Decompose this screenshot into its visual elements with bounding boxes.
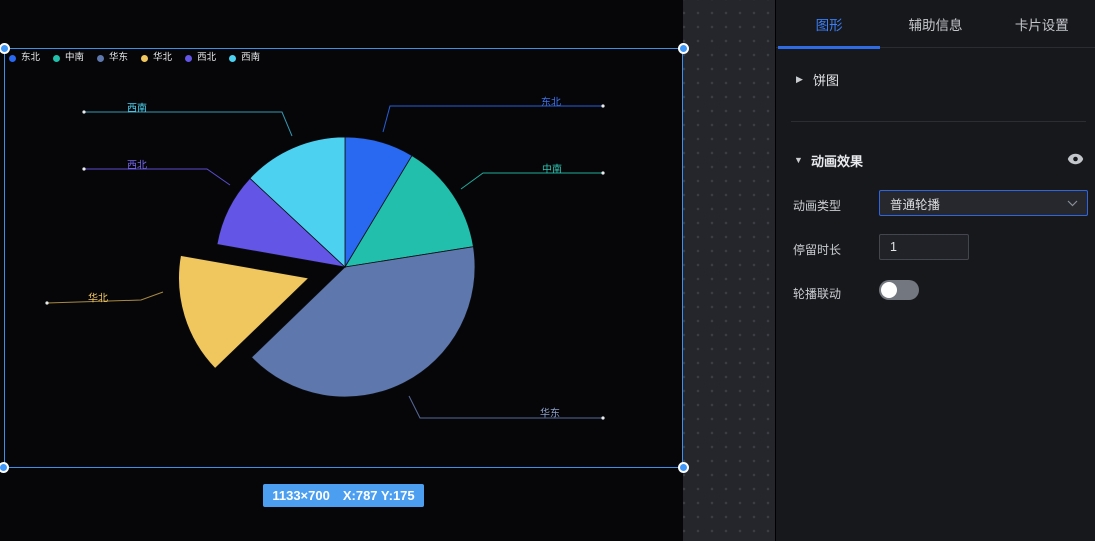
section-pie-collapsed[interactable]: ▶ 饼图 — [776, 66, 1095, 92]
callout-endpoint-dot — [601, 416, 605, 420]
stay-duration-input[interactable]: 1 — [879, 234, 969, 260]
collapse-arrow-icon: ▶ — [796, 73, 803, 84]
callout-label-dongbei: 东北 — [541, 96, 561, 109]
stay-duration-value: 1 — [890, 240, 897, 254]
legend-dot — [141, 54, 149, 62]
tab-label: 卡片设置 — [1014, 17, 1069, 33]
chart-legend: 东北 中南 华东 华北 西北 西南 — [9, 52, 260, 64]
callout-endpoint-dot — [601, 104, 605, 108]
resize-handle-bottom-left[interactable] — [0, 462, 9, 473]
carousel-linkage-label: 轮播联动 — [793, 287, 842, 301]
dashboard-canvas[interactable]: 东北 中南 华东 华北 西北 西南 东北 中南 华东 华北 西北 西南 — [0, 0, 683, 541]
callout-endpoint-dot — [82, 110, 86, 114]
legend-label: 西南 — [241, 52, 261, 63]
tab-card-settings[interactable]: 卡片设置 — [989, 0, 1095, 47]
carousel-linkage-toggle[interactable] — [879, 280, 919, 300]
legend-item-huadong[interactable]: 华东 — [97, 52, 128, 64]
pie-slice-xinan[interactable] — [249, 136, 346, 268]
legend-dot — [185, 54, 193, 62]
size-position-badge: 1133×700 X:787 Y:175 — [263, 484, 424, 507]
callout-label-zhongnan: 中南 — [542, 163, 562, 176]
legend-dot — [53, 54, 61, 62]
editor-workspace[interactable] — [683, 0, 775, 541]
resize-handle-top-left[interactable] — [0, 43, 10, 54]
callout-line-zhongnan — [460, 172, 603, 190]
legend-label: 华东 — [109, 52, 129, 63]
callout-line-xibei — [84, 168, 231, 186]
settings-panel: 图形 辅助信息 卡片设置 ▶ 饼图 ▼ 动画效果 动画类型 普通轮播 — [775, 0, 1095, 541]
resize-handle-bottom-right[interactable] — [678, 462, 689, 473]
legend-item-xibei[interactable]: 西北 — [185, 52, 216, 64]
callout-line-huabei — [46, 291, 164, 304]
tab-graphic[interactable]: 图形 — [776, 0, 882, 49]
callout-label-xinan: 西南 — [127, 102, 147, 115]
expand-arrow-icon: ▼ — [794, 155, 803, 165]
tab-auxiliary-info[interactable]: 辅助信息 — [882, 0, 988, 47]
legend-dot — [9, 54, 16, 62]
callout-label-huabei: 华北 — [88, 292, 108, 305]
callout-endpoint-dot — [45, 301, 49, 305]
legend-label: 东北 — [21, 52, 41, 63]
tab-label: 辅助信息 — [908, 17, 963, 33]
chevron-down-icon — [1067, 200, 1078, 207]
callout-label-xibei: 西北 — [127, 160, 147, 172]
legend-label: 华北 — [153, 52, 173, 63]
animation-type-value: 普通轮播 — [890, 197, 941, 212]
tab-label: 图形 — [815, 17, 843, 33]
section-animation-title: 动画效果 — [811, 153, 864, 169]
card-position-value: X:787 Y:175 — [342, 488, 415, 503]
toggle-knob — [881, 282, 897, 298]
stay-duration-label: 停留时长 — [793, 243, 842, 257]
section-divider — [791, 121, 1086, 122]
callout-line-xinan — [84, 111, 293, 137]
callout-label-huadong: 华东 — [540, 407, 560, 420]
legend-item-dongbei[interactable]: 东北 — [9, 52, 40, 64]
pie-slice-huadong[interactable] — [250, 246, 476, 398]
legend-item-xinan[interactable]: 西南 — [229, 52, 260, 64]
card-size-value: 1133×700 — [272, 488, 330, 503]
eye-icon[interactable] — [1067, 153, 1084, 165]
resize-handle-top-right[interactable] — [678, 43, 689, 54]
card-selection-rect[interactable] — [4, 48, 683, 468]
panel-tab-bar: 图形 辅助信息 卡片设置 — [776, 0, 1095, 49]
callout-line-dongbei — [382, 105, 603, 133]
legend-dot — [229, 54, 237, 62]
animation-type-select[interactable]: 普通轮播 — [879, 190, 1088, 216]
pie-slice-huabei[interactable] — [178, 255, 310, 369]
callout-line-huadong — [408, 395, 603, 419]
legend-dot — [97, 54, 105, 62]
animation-type-label: 动画类型 — [793, 199, 842, 213]
pie-slice-zhongnan[interactable] — [344, 155, 474, 268]
legend-label: 中南 — [65, 52, 85, 63]
callout-endpoint-dot — [601, 171, 605, 175]
legend-item-huabei[interactable]: 华北 — [141, 52, 172, 64]
section-pie-label: 饼图 — [813, 72, 840, 88]
section-animation-header[interactable]: ▼ 动画效果 — [776, 150, 1095, 170]
legend-item-zhongnan[interactable]: 中南 — [53, 52, 84, 64]
callout-endpoint-dot — [82, 167, 86, 171]
legend-label: 西北 — [197, 52, 217, 63]
